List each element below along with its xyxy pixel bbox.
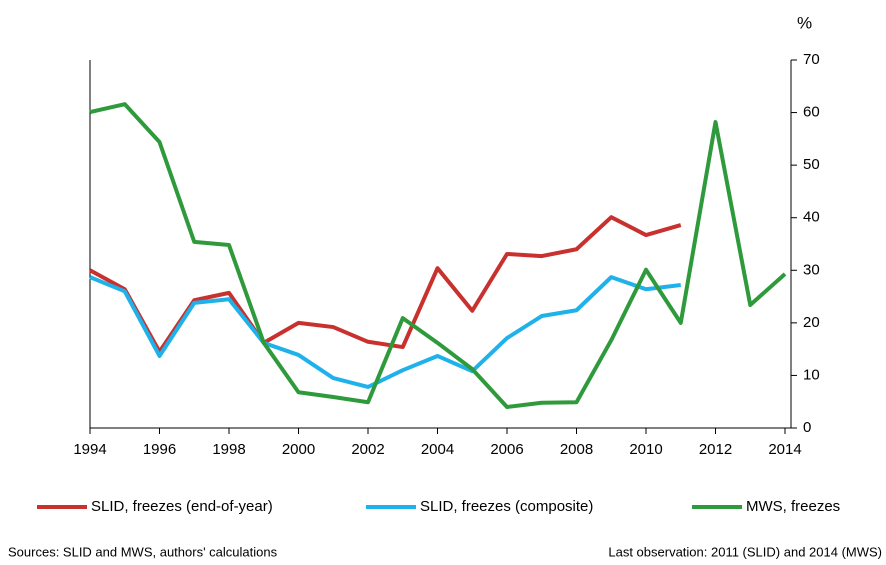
- y-tick-label: 60: [803, 104, 820, 121]
- y-tick-label: 20: [803, 314, 820, 331]
- x-tick-label: 2004: [421, 441, 454, 458]
- legend-label: MWS, freezes: [746, 498, 840, 515]
- source-note: Sources: SLID and MWS, authors' calculat…: [8, 544, 278, 559]
- legend-label: SLID, freezes (end-of-year): [91, 498, 273, 515]
- x-tick-label: 2000: [282, 441, 315, 458]
- last-observation-note: Last observation: 2011 (SLID) and 2014 (…: [608, 544, 882, 559]
- legend-label: SLID, freezes (composite): [420, 498, 593, 515]
- x-tick-label: 1998: [212, 441, 245, 458]
- x-tick-label: 2006: [490, 441, 523, 458]
- x-tick-label: 1994: [73, 441, 106, 458]
- x-tick-label: 2010: [629, 441, 662, 458]
- series-line: [89, 102, 787, 409]
- y-tick-label: 40: [803, 209, 820, 226]
- y-tick-label: 50: [803, 156, 820, 173]
- x-tick-label: 1996: [143, 441, 176, 458]
- x-tick-label: 2008: [560, 441, 593, 458]
- x-tick-label: 2012: [699, 441, 732, 458]
- y-unit: %: [797, 13, 812, 32]
- y-tick-label: 10: [803, 366, 820, 383]
- y-tick-label: 70: [803, 51, 820, 68]
- series-line: [89, 215, 682, 354]
- x-tick-label: 2014: [768, 441, 801, 458]
- x-tick-label: 2002: [351, 441, 384, 458]
- y-tick-label: 30: [803, 261, 820, 278]
- series-line: [89, 275, 681, 389]
- y-tick-label: 0: [803, 419, 811, 436]
